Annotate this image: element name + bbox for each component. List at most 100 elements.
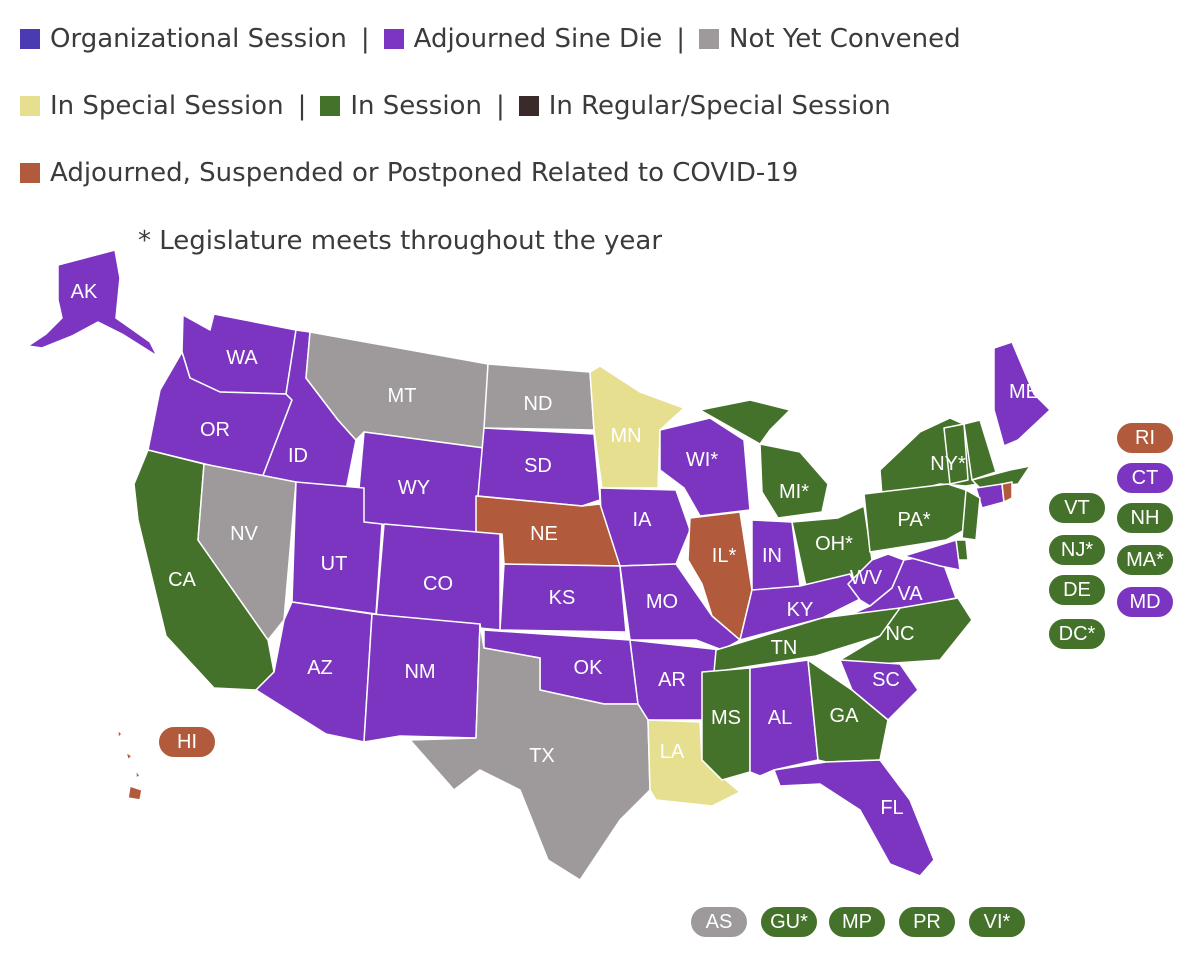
state-label-nd: ND xyxy=(524,393,553,415)
state-label-pa: PA* xyxy=(898,509,931,531)
state-ri[interactable] xyxy=(1001,481,1013,503)
state-ct[interactable] xyxy=(975,483,1005,509)
state-label-ga: GA xyxy=(830,705,860,727)
state-label-ca: CA xyxy=(168,569,196,591)
legend-row-2: In Special Session | In Session | In Reg… xyxy=(20,91,891,121)
state-label-ak: AK xyxy=(71,281,98,303)
legend-not-convened: Not Yet Convened xyxy=(729,24,961,54)
state-label-mi: MI* xyxy=(779,481,809,503)
state-nh[interactable] xyxy=(963,419,997,481)
state-label-ar: AR xyxy=(658,669,686,691)
state-label-ok: OK xyxy=(574,657,604,679)
state-pill-nj[interactable]: NJ* xyxy=(1048,534,1106,566)
legend-regular-special: In Regular/Special Session xyxy=(548,91,891,121)
not-convened-swatch xyxy=(699,29,719,49)
state-pill-de[interactable]: DE xyxy=(1048,574,1106,606)
special-swatch xyxy=(20,96,40,116)
legend-special: In Special Session xyxy=(50,91,284,121)
state-ak[interactable] xyxy=(27,249,158,357)
state-hi[interactable] xyxy=(117,729,143,801)
legend-adjourned: Adjourned Sine Die xyxy=(413,24,663,54)
state-pill-dc[interactable]: DC* xyxy=(1048,618,1106,650)
state-label-mo: MO xyxy=(646,591,678,613)
state-label-ky: KY xyxy=(787,599,814,621)
state-pill-ri[interactable]: RI xyxy=(1116,422,1174,454)
state-pill-ct[interactable]: CT xyxy=(1116,462,1174,494)
state-label-ne: NE xyxy=(530,523,558,545)
legend-covid: Adjourned, Suspended or Postponed Relate… xyxy=(50,158,799,188)
state-ma[interactable] xyxy=(971,465,1031,489)
legend-row-3: Adjourned, Suspended or Postponed Relate… xyxy=(20,158,798,188)
state-pill-md[interactable]: MD xyxy=(1116,586,1174,618)
state-label-sd: SD xyxy=(524,455,552,477)
state-label-tn: TN xyxy=(771,637,798,659)
state-pill-vt[interactable]: VT xyxy=(1048,492,1106,524)
state-nv[interactable] xyxy=(197,463,297,641)
state-ar[interactable] xyxy=(629,639,723,721)
state-label-or: OR xyxy=(200,419,230,441)
state-label-co: CO xyxy=(423,573,453,595)
state-md[interactable] xyxy=(903,539,961,571)
state-pill-hi[interactable]: HI xyxy=(158,726,216,758)
legend-separator: | xyxy=(676,24,685,54)
footnote: * Legislature meets throughout the year xyxy=(138,226,663,256)
legend-separator: | xyxy=(495,91,505,121)
state-label-nc: NC xyxy=(886,623,915,645)
state-label-wi: WI* xyxy=(686,449,718,471)
state-tx[interactable] xyxy=(409,623,651,881)
state-label-va: VA xyxy=(897,583,923,605)
state-label-ms: MS xyxy=(711,707,741,729)
adjourned-swatch xyxy=(383,29,404,49)
state-label-wv: WV xyxy=(850,567,883,589)
state-label-fl: FL xyxy=(880,797,903,819)
state-label-id: ID xyxy=(288,445,308,467)
state-vt[interactable] xyxy=(943,423,969,485)
state-label-nm: NM xyxy=(404,661,435,683)
state-label-mn: MN xyxy=(610,425,641,447)
state-label-ut: UT xyxy=(321,553,348,575)
state-label-mt: MT xyxy=(388,385,417,407)
state-label-sc: SC xyxy=(872,669,900,691)
legend-in-session: In Session xyxy=(350,91,482,121)
state-label-ia: IA xyxy=(633,509,653,531)
state-fl[interactable] xyxy=(773,759,935,877)
territory-pill-pr[interactable]: PR xyxy=(898,906,956,938)
state-nc[interactable] xyxy=(839,597,973,665)
state-label-il: IL* xyxy=(712,545,737,567)
state-label-me: ME xyxy=(1009,381,1039,403)
organizational-swatch xyxy=(20,29,40,49)
covid-swatch xyxy=(20,163,40,183)
state-nm[interactable] xyxy=(363,613,481,743)
state-pill-ma[interactable]: MA* xyxy=(1116,544,1174,576)
regular-special-swatch xyxy=(518,96,539,116)
state-label-in: IN xyxy=(762,545,782,567)
state-sc[interactable] xyxy=(839,659,919,721)
state-label-la: LA xyxy=(660,741,685,763)
state-ks[interactable] xyxy=(499,563,627,633)
state-label-az: AZ xyxy=(307,657,333,679)
legend-row-1: Organizational Session | Adjourned Sine … xyxy=(20,24,961,54)
state-label-tx: TX xyxy=(529,745,555,767)
territory-pill-as[interactable]: AS xyxy=(690,906,748,938)
state-mi[interactable] xyxy=(699,399,829,519)
state-label-nv: NV xyxy=(230,523,258,545)
state-nj[interactable] xyxy=(961,489,981,541)
territory-pill-vi[interactable]: VI* xyxy=(968,906,1026,938)
state-label-ks: KS xyxy=(549,587,576,609)
state-sd[interactable] xyxy=(477,427,601,507)
state-label-ny: NY* xyxy=(930,453,966,475)
state-label-wa: WA xyxy=(226,347,258,369)
state-pill-nh[interactable]: NH xyxy=(1116,502,1174,534)
state-la[interactable] xyxy=(647,719,741,807)
state-wi[interactable] xyxy=(659,417,751,517)
legend-separator: | xyxy=(297,91,307,121)
state-ms[interactable] xyxy=(701,667,751,781)
territory-pill-mp[interactable]: MP xyxy=(828,906,886,938)
in-session-swatch xyxy=(320,96,341,116)
legend-separator: | xyxy=(360,24,370,54)
legend-organizational: Organizational Session xyxy=(50,24,347,54)
territory-pill-gu[interactable]: GU* xyxy=(760,906,818,938)
state-me[interactable] xyxy=(993,341,1051,447)
state-label-al: AL xyxy=(768,707,792,729)
